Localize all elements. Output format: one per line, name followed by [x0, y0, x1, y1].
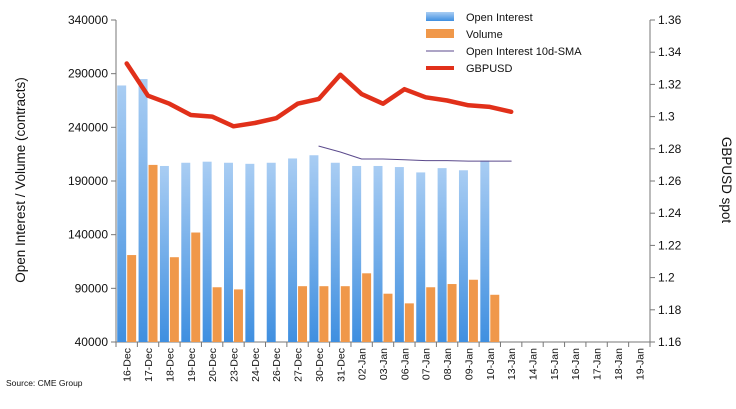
bar-volume — [127, 255, 137, 342]
legend-label-open-interest: Open Interest — [466, 12, 533, 24]
x-tick-label: 16-Dec — [122, 348, 134, 382]
y-tick-label-right: 1.3 — [658, 110, 675, 124]
bar-series — [117, 79, 500, 343]
x-tick-label: 27-Dec — [293, 348, 305, 382]
bar-volume — [298, 286, 308, 342]
y-tick-label-left: 240000 — [68, 120, 108, 134]
legend-swatch-open-interest — [426, 12, 454, 21]
bar-open-interest — [309, 155, 319, 342]
x-tick-label: 20-Dec — [207, 348, 219, 382]
y-tick-label-left: 290000 — [68, 67, 108, 81]
y-tick-label-right: 1.34 — [658, 45, 682, 59]
x-tick-label: 09-Jan — [463, 348, 475, 380]
legend: Open Interest Volume Open Interest 10d-S… — [426, 12, 582, 75]
bar-volume — [233, 289, 243, 342]
x-tick-label: 10-Jan — [485, 348, 497, 380]
x-tick-label: 08-Jan — [442, 348, 454, 380]
y-tick-label-left: 340000 — [68, 13, 108, 27]
bar-open-interest — [245, 163, 255, 342]
x-tick-label: 17-Jan — [592, 348, 604, 380]
y-axis-title-right: GBPUSD spot — [719, 137, 734, 224]
y-tick-label-right: 1.32 — [658, 77, 682, 91]
bar-volume — [340, 286, 350, 342]
bar-open-interest — [159, 165, 169, 342]
x-tick-label: 03-Jan — [378, 348, 390, 380]
x-tick-label: 16-Jan — [570, 348, 582, 380]
bar-volume — [404, 303, 414, 342]
x-tick-label: 19-Jan — [634, 348, 646, 380]
y-tick-label-right: 1.22 — [658, 238, 682, 252]
bar-volume — [362, 273, 372, 342]
tick-labels: 40000 90000 140000 190000 240000 290000 340000… — [68, 13, 682, 382]
y-tick-label-left: 140000 — [68, 228, 108, 242]
bar-open-interest — [181, 162, 191, 342]
x-tick-label: 30-Dec — [314, 348, 326, 382]
bar-volume — [212, 287, 222, 342]
x-tick-label: 24-Dec — [250, 348, 262, 382]
y-tick-label-right: 1.26 — [658, 174, 682, 188]
bar-open-interest — [117, 85, 127, 343]
y-tick-label-right: 1.36 — [658, 13, 682, 27]
x-tick-label: 26-Dec — [271, 348, 283, 382]
bar-open-interest — [394, 167, 404, 342]
bar-volume — [148, 164, 158, 342]
bar-volume — [191, 232, 201, 342]
bar-volume — [426, 287, 436, 342]
x-tick-label: 17-Dec — [143, 348, 155, 382]
bar-open-interest — [224, 162, 233, 342]
bar-open-interest — [266, 162, 276, 342]
x-tick-label: 18-Jan — [613, 348, 625, 380]
y-tick-label-right: 1.16 — [658, 335, 682, 349]
x-tick-label: 19-Dec — [186, 348, 198, 382]
y-tick-label-left: 190000 — [68, 174, 108, 188]
bar-open-interest — [202, 161, 212, 342]
legend-label-gbpusd: GBPUSD — [466, 63, 513, 75]
bar-volume — [468, 279, 478, 342]
line-open-interest-sma — [318, 145, 512, 162]
legend-swatch-volume — [426, 29, 454, 38]
y-tick-label-right: 1.18 — [658, 303, 682, 317]
y-tick-label-right: 1.2 — [658, 271, 675, 285]
bar-open-interest — [138, 79, 148, 343]
x-tick-label: 23-Dec — [228, 348, 240, 382]
y-axis-title-left: Open Interest / Volume (contracts) — [13, 77, 28, 283]
bar-open-interest — [352, 165, 362, 342]
legend-label-sma: Open Interest 10d-SMA — [466, 46, 582, 58]
line-gbpusd — [124, 61, 514, 129]
x-tick-label: 13-Jan — [506, 348, 518, 380]
bar-open-interest — [288, 158, 298, 342]
bar-open-interest — [330, 162, 340, 342]
x-tick-label: 06-Jan — [399, 348, 411, 380]
y-tick-label-right: 1.24 — [658, 206, 682, 220]
bar-open-interest — [437, 168, 447, 342]
bar-volume — [447, 284, 457, 342]
bar-open-interest — [480, 160, 490, 342]
bar-volume — [319, 286, 329, 342]
x-tick-label: 15-Jan — [549, 348, 561, 380]
bar-volume — [490, 294, 500, 342]
y-tick-label-right: 1.28 — [658, 142, 682, 156]
bar-volume — [169, 257, 179, 342]
x-tick-label: 31-Dec — [335, 348, 347, 382]
bar-open-interest — [458, 170, 468, 342]
y-tick-label-left: 90000 — [75, 281, 109, 295]
line-series — [124, 61, 514, 162]
bar-volume — [383, 293, 393, 342]
x-tick-label: 02-Jan — [357, 348, 369, 380]
source-note: Source: CME Group — [6, 378, 83, 388]
legend-label-volume: Volume — [466, 29, 503, 41]
x-tick-label: 07-Jan — [421, 348, 433, 380]
x-tick-label: 14-Jan — [528, 348, 540, 380]
bar-open-interest — [373, 165, 383, 342]
x-tick-label: 18-Dec — [164, 348, 176, 382]
y-tick-label-left: 40000 — [75, 335, 109, 349]
bar-open-interest — [416, 172, 426, 342]
